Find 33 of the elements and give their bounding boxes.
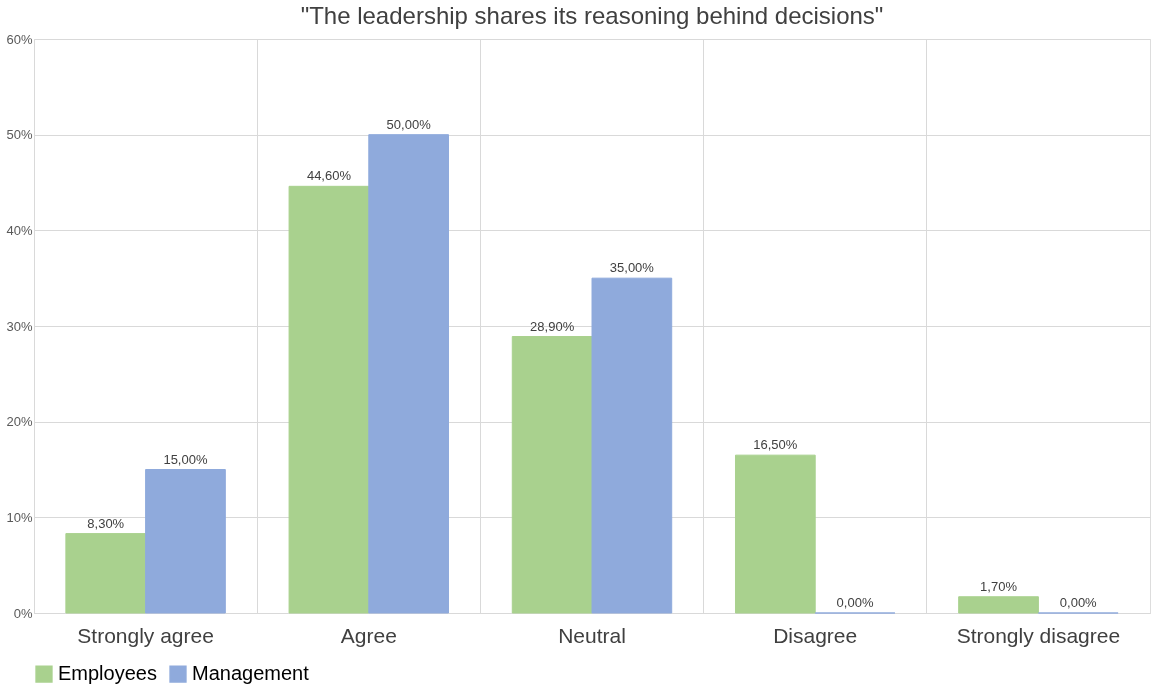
bar bbox=[734, 454, 816, 614]
y-tick-label: 0% bbox=[13, 605, 33, 621]
y-tick-label: 50% bbox=[6, 127, 33, 143]
bar bbox=[288, 185, 370, 614]
data-label: 8,30% bbox=[87, 515, 125, 531]
x-tick-label: Agree bbox=[340, 623, 397, 647]
data-label: 0,00% bbox=[836, 595, 874, 610]
data-label: 35,00% bbox=[609, 260, 655, 276]
x-tick-label: Disagree bbox=[773, 623, 858, 647]
data-label: 0,00% bbox=[1059, 595, 1098, 610]
data-label: 28,90% bbox=[530, 318, 575, 334]
bar bbox=[145, 469, 226, 614]
bar bbox=[511, 336, 593, 614]
x-tick-label: Strongly agree bbox=[77, 623, 214, 647]
bar bbox=[591, 277, 673, 614]
legend-label: Management bbox=[192, 662, 310, 685]
y-tick-label: 40% bbox=[6, 222, 33, 238]
data-label: 1,70% bbox=[980, 578, 1018, 594]
y-tick-label: 60% bbox=[6, 31, 33, 47]
bar bbox=[958, 596, 1039, 614]
chart-title: "The leadership shares its reasoning behind decisions" bbox=[300, 2, 884, 29]
x-tick-label: Neutral bbox=[558, 623, 626, 647]
data-label: 44,60% bbox=[306, 168, 352, 184]
y-tick-label: 20% bbox=[6, 414, 33, 430]
legend-label: Employees bbox=[58, 662, 157, 685]
data-label: 50,00% bbox=[386, 116, 432, 132]
x-tick-label: Strongly disagree bbox=[956, 623, 1121, 647]
data-label: 16,50% bbox=[753, 437, 798, 453]
data-label: 15,00% bbox=[163, 451, 208, 467]
y-tick-label: 10% bbox=[6, 509, 33, 525]
y-tick-label: 30% bbox=[6, 318, 33, 334]
bar bbox=[65, 533, 147, 614]
bar bbox=[368, 134, 450, 614]
